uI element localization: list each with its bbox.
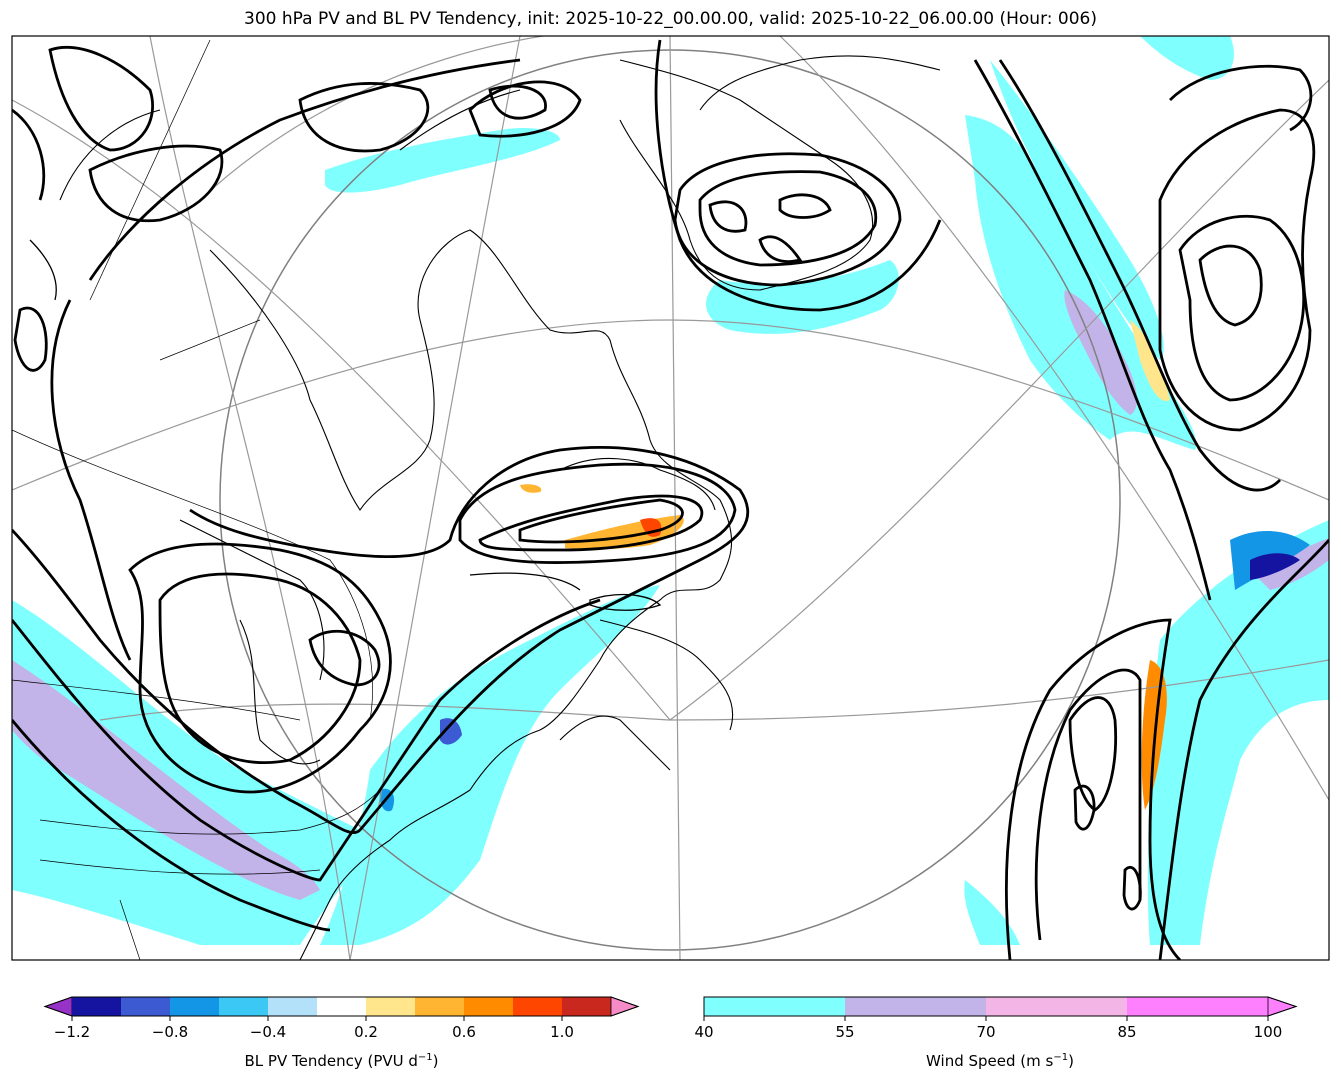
map-panel bbox=[12, 36, 1329, 960]
wind-colorbar-swatch bbox=[704, 997, 846, 1016]
pv-contours-thin bbox=[29, 239, 662, 611]
pv-colorbar-swatch bbox=[317, 997, 367, 1016]
pv-contours bbox=[12, 39, 1329, 960]
pv-colorbar-tick-label: 0.6 bbox=[452, 1023, 476, 1041]
wind-colorbar-tick-label: 40 bbox=[694, 1023, 714, 1041]
pv-colorbar-swatch bbox=[415, 997, 465, 1016]
map-frame bbox=[11, 35, 1330, 961]
wind-colorbar-tick-label: 85 bbox=[1117, 1023, 1137, 1041]
wind-colorbar-tick-label: 55 bbox=[835, 1023, 855, 1041]
wind-speed-shading bbox=[12, 36, 1329, 945]
wind-speed-colorbar bbox=[703, 996, 1298, 1021]
pv-colorbar-swatch bbox=[219, 997, 269, 1016]
pv-colorbar-tick-label: 1.0 bbox=[550, 1023, 574, 1041]
wind-colorbar-swatch bbox=[845, 997, 987, 1016]
pv-colorbar-tick-label: −1.2 bbox=[53, 1023, 91, 1041]
coastlines bbox=[59, 55, 941, 960]
pv-colorbar-swatch bbox=[170, 997, 220, 1016]
map-title: 300 hPa PV and BL PV Tendency, init: 202… bbox=[244, 9, 1097, 29]
pv-colorbar-tick-label: −0.4 bbox=[249, 1023, 287, 1041]
wind-speed-colorbar-label: Wind Speed (m s−1) bbox=[926, 1052, 1074, 1070]
pv-colorbar-swatch bbox=[366, 997, 416, 1016]
pv-tendency-colorbar bbox=[43, 996, 640, 1021]
pv-colorbar-swatch bbox=[268, 997, 318, 1016]
wind-colorbar-tick-label: 100 bbox=[1253, 1023, 1283, 1041]
pv-tendency-colorbar-label: BL PV Tendency (PVU d−1) bbox=[244, 1052, 439, 1070]
wind-colorbar-tick-label: 70 bbox=[976, 1023, 996, 1041]
pv-colorbar-tick-label: −0.8 bbox=[151, 1023, 189, 1041]
pv-colorbar-swatch bbox=[121, 997, 171, 1016]
pv-colorbar-swatch bbox=[562, 997, 612, 1016]
pv-colorbar-tick-label: 0.2 bbox=[354, 1023, 378, 1041]
wind-colorbar-swatch bbox=[1127, 997, 1269, 1016]
pv-colorbar-swatch bbox=[464, 997, 514, 1016]
pv-colorbar-swatch bbox=[513, 997, 563, 1016]
graticule bbox=[12, 36, 1329, 960]
wind-colorbar-swatch bbox=[986, 997, 1128, 1016]
pv-colorbar-swatch bbox=[72, 997, 122, 1016]
